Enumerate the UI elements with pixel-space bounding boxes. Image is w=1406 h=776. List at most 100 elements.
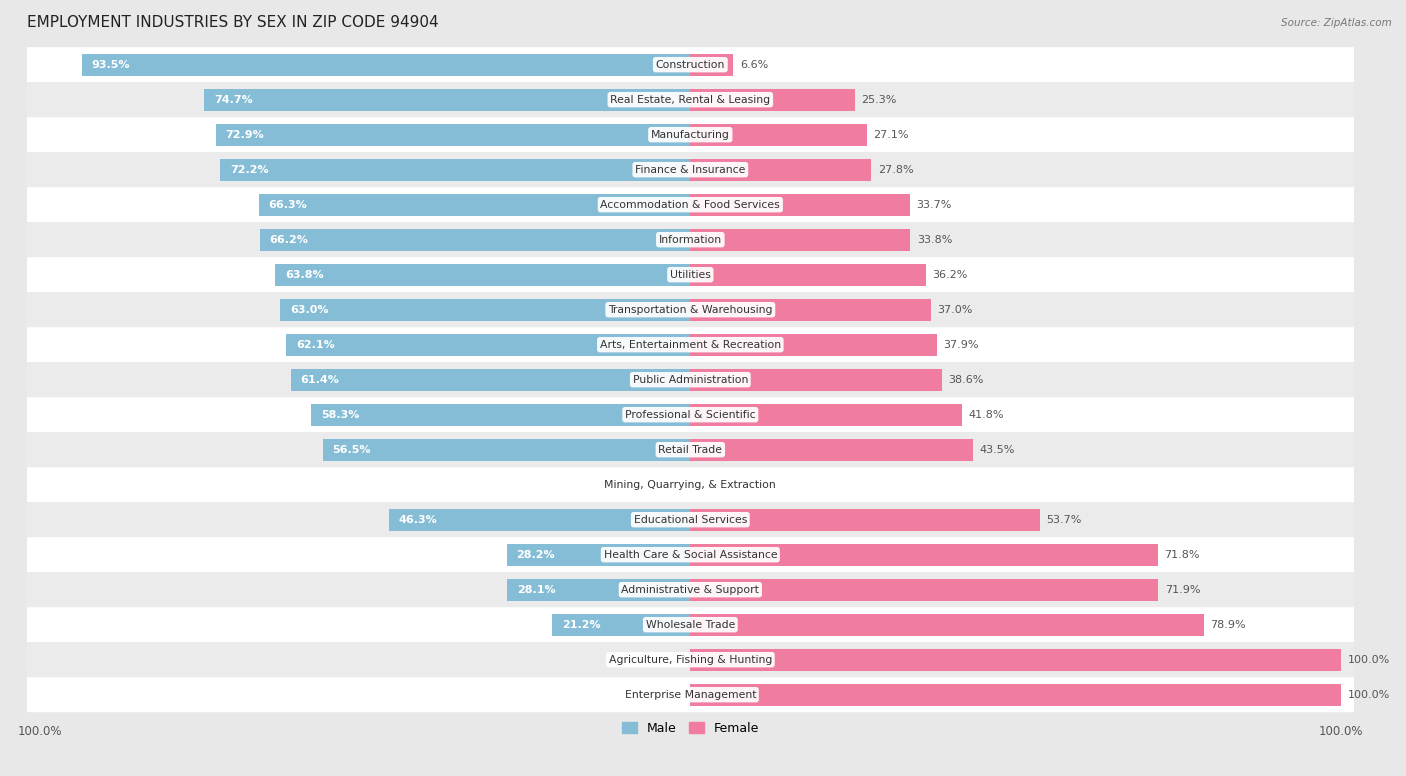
Bar	[690, 404, 962, 425]
Bar	[690, 649, 1341, 670]
Bar	[690, 124, 866, 146]
Bar	[82, 54, 690, 75]
Text: 63.8%: 63.8%	[285, 270, 323, 279]
Text: Construction: Construction	[655, 60, 725, 70]
Text: 46.3%: 46.3%	[399, 514, 437, 525]
Text: 56.5%: 56.5%	[332, 445, 371, 455]
Bar	[690, 334, 936, 355]
FancyBboxPatch shape	[27, 572, 1354, 607]
Text: 28.2%: 28.2%	[516, 549, 555, 559]
Bar	[690, 194, 910, 216]
Bar	[690, 264, 927, 286]
FancyBboxPatch shape	[27, 502, 1354, 537]
Bar	[291, 369, 690, 390]
Bar	[322, 439, 690, 460]
Bar	[690, 579, 1159, 601]
Text: 27.8%: 27.8%	[877, 165, 914, 175]
Text: Administrative & Support: Administrative & Support	[621, 584, 759, 594]
FancyBboxPatch shape	[27, 47, 1354, 82]
Text: Educational Services: Educational Services	[634, 514, 747, 525]
Bar	[690, 509, 1040, 531]
Text: 28.1%: 28.1%	[517, 584, 555, 594]
Text: 37.0%: 37.0%	[938, 305, 973, 315]
Text: Accommodation & Food Services: Accommodation & Food Services	[600, 199, 780, 210]
Text: 62.1%: 62.1%	[297, 340, 335, 350]
Text: 66.3%: 66.3%	[269, 199, 308, 210]
Text: 61.4%: 61.4%	[301, 375, 339, 385]
Text: 74.7%: 74.7%	[214, 95, 253, 105]
FancyBboxPatch shape	[27, 327, 1354, 362]
FancyBboxPatch shape	[27, 643, 1354, 677]
Text: 43.5%: 43.5%	[980, 445, 1015, 455]
Text: Retail Trade: Retail Trade	[658, 445, 723, 455]
Text: Real Estate, Rental & Leasing: Real Estate, Rental & Leasing	[610, 95, 770, 105]
FancyBboxPatch shape	[27, 257, 1354, 293]
Text: 6.6%: 6.6%	[740, 60, 768, 70]
Text: 53.7%: 53.7%	[1046, 514, 1081, 525]
Bar	[508, 579, 690, 601]
Bar	[311, 404, 690, 425]
Text: Health Care & Social Assistance: Health Care & Social Assistance	[603, 549, 778, 559]
Text: 37.9%: 37.9%	[943, 340, 979, 350]
Text: 93.5%: 93.5%	[91, 60, 131, 70]
Text: 72.2%: 72.2%	[231, 165, 269, 175]
Text: 38.6%: 38.6%	[948, 375, 983, 385]
Text: 78.9%: 78.9%	[1211, 620, 1246, 629]
Bar	[221, 159, 690, 181]
Bar	[217, 124, 690, 146]
Text: 66.2%: 66.2%	[270, 234, 308, 244]
Bar	[280, 299, 690, 320]
FancyBboxPatch shape	[27, 293, 1354, 327]
FancyBboxPatch shape	[27, 362, 1354, 397]
Text: 33.8%: 33.8%	[917, 234, 952, 244]
Text: 25.3%: 25.3%	[862, 95, 897, 105]
Text: 71.9%: 71.9%	[1164, 584, 1201, 594]
FancyBboxPatch shape	[27, 467, 1354, 502]
Text: Finance & Insurance: Finance & Insurance	[636, 165, 745, 175]
FancyBboxPatch shape	[27, 152, 1354, 187]
Text: Source: ZipAtlas.com: Source: ZipAtlas.com	[1281, 18, 1392, 28]
Bar	[690, 544, 1157, 566]
Text: 36.2%: 36.2%	[932, 270, 967, 279]
Bar	[690, 684, 1341, 705]
Text: Professional & Scientific: Professional & Scientific	[626, 410, 755, 420]
FancyBboxPatch shape	[27, 82, 1354, 117]
Text: Transportation & Warehousing: Transportation & Warehousing	[607, 305, 772, 315]
Bar	[259, 194, 690, 216]
Bar	[553, 614, 690, 636]
Text: 27.1%: 27.1%	[873, 130, 908, 140]
Bar	[690, 159, 872, 181]
Text: 58.3%: 58.3%	[321, 410, 359, 420]
Text: Information: Information	[659, 234, 721, 244]
Bar	[204, 88, 690, 110]
Bar	[690, 54, 734, 75]
Text: 100.0%: 100.0%	[1347, 690, 1391, 700]
Text: 21.2%: 21.2%	[562, 620, 600, 629]
FancyBboxPatch shape	[27, 187, 1354, 222]
Bar	[287, 334, 690, 355]
Text: EMPLOYMENT INDUSTRIES BY SEX IN ZIP CODE 94904: EMPLOYMENT INDUSTRIES BY SEX IN ZIP CODE…	[27, 15, 439, 30]
Bar	[690, 614, 1204, 636]
Text: 63.0%: 63.0%	[290, 305, 329, 315]
FancyBboxPatch shape	[27, 222, 1354, 257]
Bar	[690, 299, 931, 320]
Bar	[690, 88, 855, 110]
FancyBboxPatch shape	[27, 537, 1354, 572]
Text: 71.8%: 71.8%	[1164, 549, 1199, 559]
Text: Arts, Entertainment & Recreation: Arts, Entertainment & Recreation	[600, 340, 780, 350]
Bar	[506, 544, 690, 566]
Text: 41.8%: 41.8%	[969, 410, 1004, 420]
Text: 72.9%: 72.9%	[226, 130, 264, 140]
Text: Enterprise Management: Enterprise Management	[624, 690, 756, 700]
Bar	[260, 229, 690, 251]
Bar	[690, 229, 910, 251]
Text: 100.0%: 100.0%	[1347, 655, 1391, 665]
Text: Agriculture, Fishing & Hunting: Agriculture, Fishing & Hunting	[609, 655, 772, 665]
Text: Public Administration: Public Administration	[633, 375, 748, 385]
FancyBboxPatch shape	[27, 397, 1354, 432]
FancyBboxPatch shape	[27, 677, 1354, 712]
FancyBboxPatch shape	[27, 607, 1354, 643]
Legend: Male, Female: Male, Female	[616, 717, 763, 740]
Text: 33.7%: 33.7%	[917, 199, 952, 210]
FancyBboxPatch shape	[27, 432, 1354, 467]
